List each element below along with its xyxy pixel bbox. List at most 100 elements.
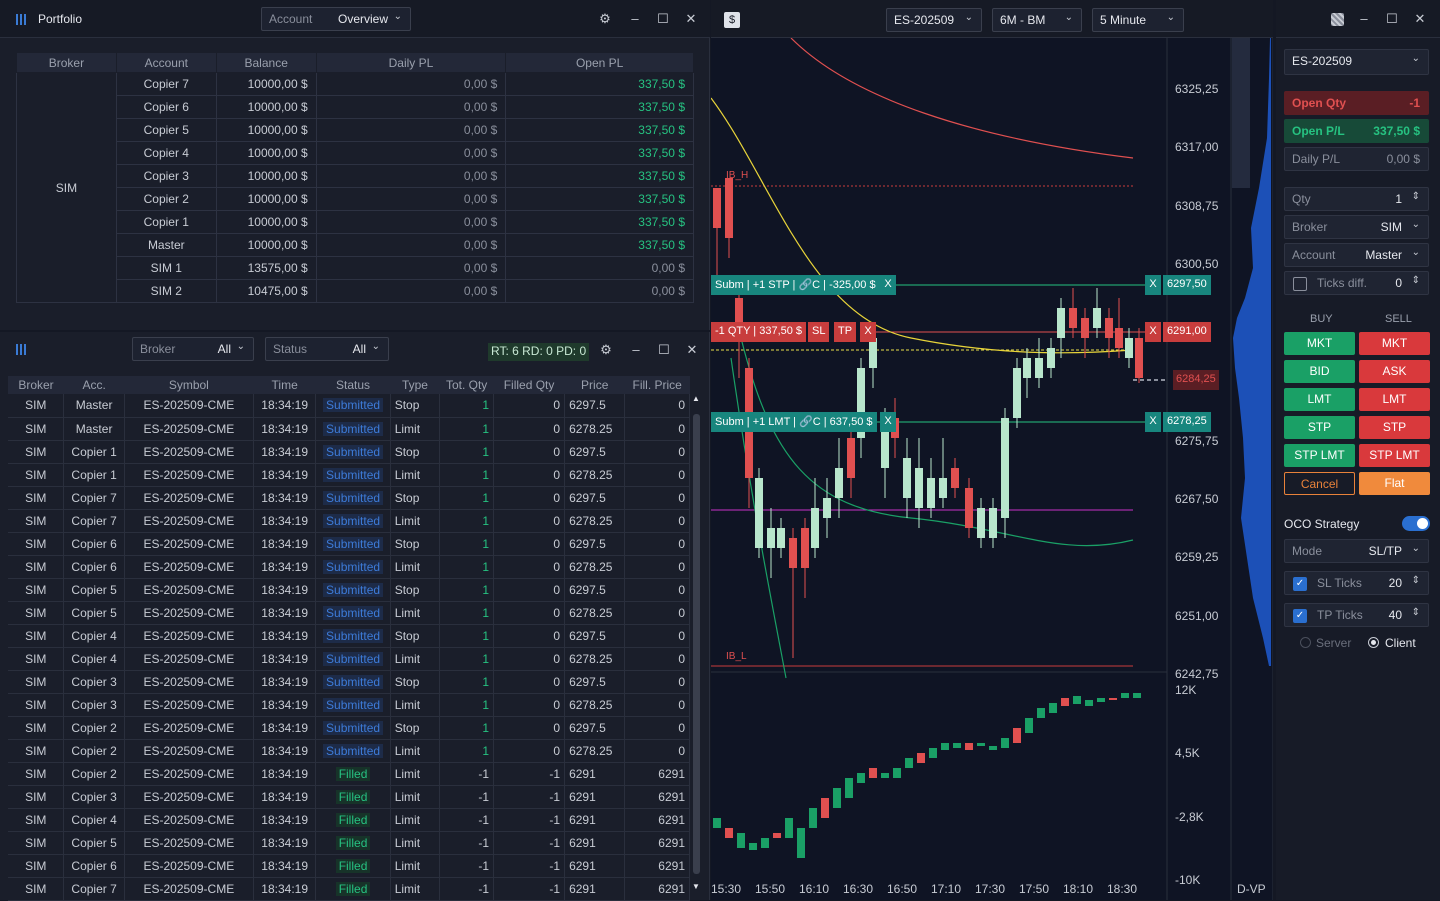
position-tag[interactable]: -1 QTY | 337,50 $ — [711, 322, 807, 342]
maximize-icon[interactable]: ☐ — [658, 342, 670, 357]
column-header[interactable]: Fill. Price — [624, 376, 690, 394]
order-row[interactable]: SIM Copier 3 ES-202509-CME 18:34:19 Filled Li… — [8, 785, 690, 809]
scroll-down-icon[interactable]: ▼ — [692, 882, 700, 891]
minimize-icon[interactable]: – — [631, 11, 639, 26]
portfolio-row[interactable]: Copier 1 10000,00 $0,00 $337,50 $ — [17, 210, 694, 234]
order-row[interactable]: SIM Copier 2 ES-202509-CME 18:34:19 Submitte… — [8, 739, 690, 763]
settings-gear-icon[interactable]: ⚙ — [600, 342, 612, 357]
column-header[interactable]: Tot. Qty — [439, 376, 494, 394]
order-row[interactable]: SIM Master ES-202509-CME 18:34:19 Submitted L… — [8, 417, 690, 441]
sell-stp-lmt-button[interactable]: STP LMT — [1359, 444, 1430, 467]
portfolio-row[interactable]: Copier 3 10000,00 $0,00 $337,50 $ — [17, 164, 694, 188]
order-row[interactable]: SIM Copier 4 ES-202509-CME 18:34:19 Submitte… — [8, 647, 690, 671]
column-header[interactable]: Time — [253, 376, 316, 394]
symbol-dropdown[interactable]: ES-202509 ⌄ — [886, 8, 982, 32]
ticks-diff-stepper[interactable]: Ticks diff. 0 ⇕ — [1284, 271, 1429, 295]
order-row[interactable]: SIM Copier 3 ES-202509-CME 18:34:19 Submitte… — [8, 693, 690, 717]
orders-scrollbar[interactable]: ▲ ▼ — [690, 394, 702, 892]
order-row[interactable]: SIM Master ES-202509-CME 18:34:19 Submitted S… — [8, 394, 690, 418]
stop-order-tag[interactable]: Subm | +1 STP | 🔗C | -325,00 $ — [711, 275, 880, 295]
status-filter-dropdown[interactable]: Status All ⌄ — [265, 337, 389, 361]
minimize-icon[interactable]: – — [1360, 11, 1368, 26]
account-dropdown[interactable]: Account Master ⌄ — [1284, 243, 1429, 267]
scrollbar-thumb[interactable] — [693, 414, 700, 874]
order-row[interactable]: SIM Copier 1 ES-202509-CME 18:34:19 Submitte… — [8, 463, 690, 487]
tp-ticks-checkbox[interactable]: ✓ — [1293, 609, 1307, 623]
settings-gear-icon[interactable]: ⚙ — [599, 11, 611, 26]
portfolio-view-dropdown[interactable]: Account Overview ⌄ — [261, 7, 411, 31]
server-radio[interactable] — [1300, 637, 1311, 648]
pattern-icon[interactable] — [1331, 13, 1344, 26]
add-sl-button[interactable]: SL — [808, 322, 830, 342]
column-header[interactable]: Status — [315, 376, 391, 394]
tp-ticks-stepper[interactable]: ✓ TP Ticks 40 ⇕ — [1284, 603, 1429, 627]
stepper-icon[interactable]: ⇕ — [1411, 607, 1420, 618]
order-row[interactable]: SIM Copier 2 ES-202509-CME 18:34:19 Submitte… — [8, 716, 690, 740]
stepper-icon[interactable]: ⇕ — [1411, 191, 1420, 202]
range-dropdown[interactable]: 6M - BM ⌄ — [992, 8, 1082, 32]
column-header[interactable]: Filled Qty — [493, 376, 565, 394]
order-row[interactable]: SIM Copier 3 ES-202509-CME 18:34:19 Submitte… — [8, 670, 690, 694]
broker-dropdown[interactable]: Broker SIM ⌄ — [1284, 215, 1429, 239]
cancel-limit-button[interactable]: X — [880, 412, 896, 432]
buy-lmt-button[interactable]: LMT — [1284, 388, 1355, 411]
cancel-limit-right-button[interactable]: X — [1145, 412, 1161, 432]
trade-symbol-dropdown[interactable]: ES-202509 ⌄ — [1284, 49, 1429, 75]
order-row[interactable]: SIM Copier 1 ES-202509-CME 18:34:19 Submitte… — [8, 440, 690, 464]
column-header[interactable]: Price — [564, 376, 625, 394]
close-icon[interactable]: ✕ — [686, 342, 698, 357]
qty-stepper[interactable]: Qty 1 ⇕ — [1284, 187, 1429, 211]
ticks-diff-checkbox[interactable] — [1293, 277, 1307, 291]
portfolio-row[interactable]: SIM 2 10475,00 $0,00 $0,00 $ — [17, 279, 694, 303]
column-header[interactable]: Open PL — [505, 52, 694, 73]
sell-stp-button[interactable]: STP — [1359, 416, 1430, 439]
close-icon[interactable]: ✕ — [685, 11, 697, 26]
column-header[interactable]: Broker — [16, 52, 117, 73]
flat-button[interactable]: Flat — [1359, 472, 1430, 495]
order-row[interactable]: SIM Copier 5 ES-202509-CME 18:34:19 Filled Li… — [8, 831, 690, 855]
column-header[interactable]: Daily PL — [315, 52, 507, 73]
portfolio-row[interactable]: Copier 2 10000,00 $0,00 $337,50 $ — [17, 187, 694, 211]
order-row[interactable]: SIM Copier 7 ES-202509-CME 18:34:19 Submitte… — [8, 509, 690, 533]
cancel-all-button[interactable]: Cancel — [1284, 472, 1355, 495]
sl-ticks-stepper[interactable]: ✓ SL Ticks 20 ⇕ — [1284, 571, 1429, 595]
order-row[interactable]: SIM Copier 6 ES-202509-CME 18:34:19 Filled Li… — [8, 854, 690, 878]
column-header[interactable]: Acc. — [63, 376, 125, 394]
portfolio-row[interactable]: SIM Copier 7 10000,00 $0,00 $337,50 $ — [16, 72, 694, 303]
sell-ask-button[interactable]: ASK — [1359, 360, 1430, 383]
portfolio-row[interactable]: Copier 4 10000,00 $0,00 $337,50 $ — [17, 141, 694, 165]
close-position-button[interactable]: X — [860, 322, 876, 342]
portfolio-row[interactable]: SIM 1 13575,00 $0,00 $0,00 $ — [17, 256, 694, 280]
scroll-up-icon[interactable]: ▲ — [692, 394, 700, 403]
sell-mkt-button[interactable]: MKT — [1359, 332, 1430, 355]
interval-dropdown[interactable]: 5 Minute ⌄ — [1092, 8, 1184, 32]
buy-mkt-button[interactable]: MKT — [1284, 332, 1355, 355]
order-row[interactable]: SIM Copier 2 ES-202509-CME 18:34:19 Filled Li… — [8, 762, 690, 786]
column-header[interactable]: Balance — [215, 52, 317, 73]
portfolio-row[interactable]: Copier 6 10000,00 $0,00 $337,50 $ — [17, 95, 694, 119]
column-header[interactable]: Type — [390, 376, 440, 394]
order-row[interactable]: SIM Copier 4 ES-202509-CME 18:34:19 Filled Li… — [8, 808, 690, 832]
close-position-right-button[interactable]: X — [1145, 322, 1161, 342]
client-radio[interactable] — [1368, 637, 1379, 648]
column-header[interactable]: Symbol — [124, 376, 254, 394]
cancel-stop-right-button[interactable]: X — [1145, 275, 1161, 295]
maximize-icon[interactable]: ☐ — [657, 11, 669, 26]
column-header[interactable]: Account — [115, 52, 217, 73]
mode-dropdown[interactable]: Mode SL/TP ⌄ — [1284, 539, 1429, 563]
buy-stp-button[interactable]: STP — [1284, 416, 1355, 439]
minimize-icon[interactable]: – — [632, 342, 640, 357]
oco-toggle[interactable] — [1402, 516, 1430, 531]
sell-lmt-button[interactable]: LMT — [1359, 388, 1430, 411]
order-row[interactable]: SIM Copier 6 ES-202509-CME 18:34:19 Submitte… — [8, 555, 690, 579]
order-row[interactable]: SIM Copier 7 ES-202509-CME 18:34:19 Filled Li… — [8, 877, 690, 901]
portfolio-row[interactable]: Copier 5 10000,00 $0,00 $337,50 $ — [17, 118, 694, 142]
limit-order-tag[interactable]: Subm | +1 LMT | 🔗C | 637,50 $ — [711, 412, 877, 432]
add-tp-button[interactable]: TP — [834, 322, 857, 342]
maximize-icon[interactable]: ☐ — [1386, 11, 1398, 26]
order-row[interactable]: SIM Copier 7 ES-202509-CME 18:34:19 Submitte… — [8, 486, 690, 510]
stepper-icon[interactable]: ⇕ — [1411, 275, 1420, 286]
order-row[interactable]: SIM Copier 5 ES-202509-CME 18:34:19 Submitte… — [8, 578, 690, 602]
buy-bid-button[interactable]: BID — [1284, 360, 1355, 383]
buy-stp-lmt-button[interactable]: STP LMT — [1284, 444, 1355, 467]
